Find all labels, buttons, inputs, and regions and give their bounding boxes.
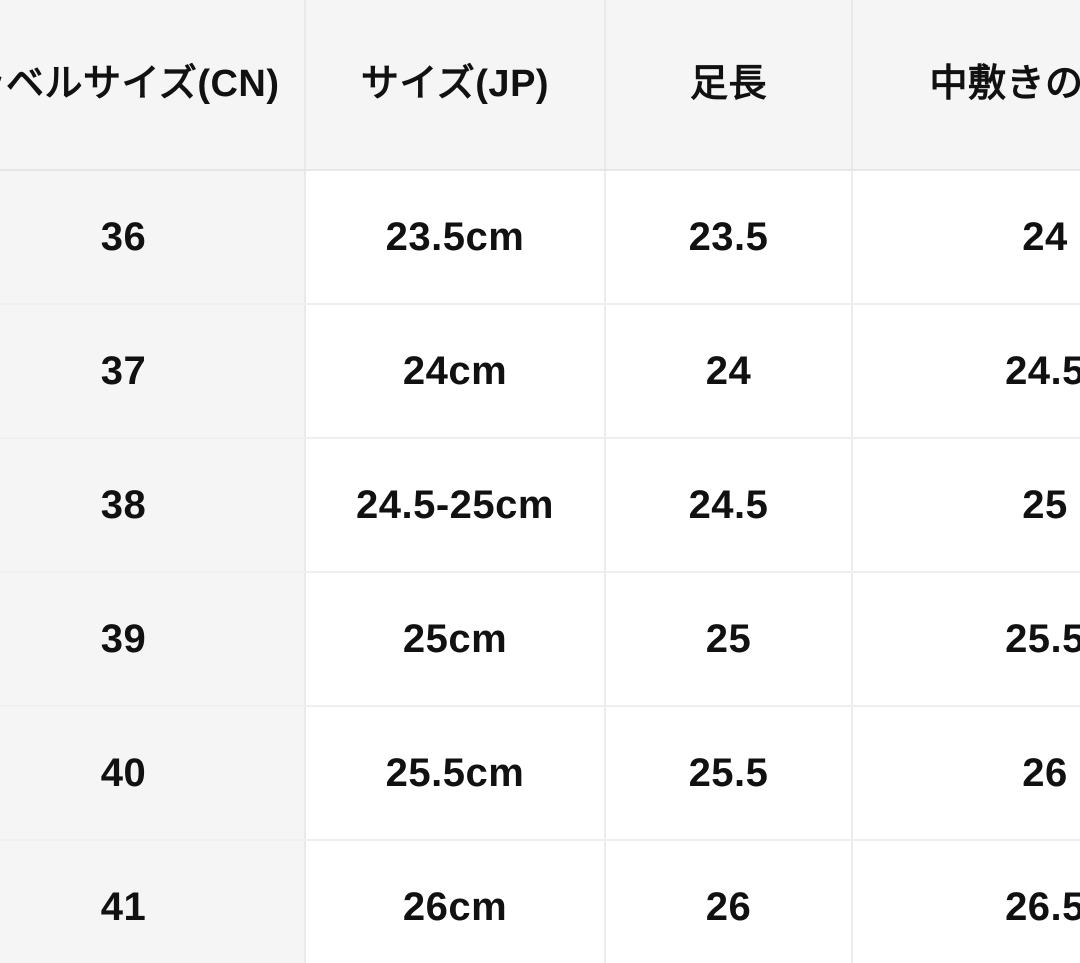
cell-label-size-cn: 40 xyxy=(0,706,306,841)
table-row: 41 26cm 26 26.5 xyxy=(0,840,1080,963)
cell-foot-length: 25 xyxy=(605,572,853,707)
cell-label-size-cn: 36 xyxy=(0,170,306,305)
table-header: ラベルサイズ(CN) サイズ(JP) 足長 中敷きの長さ xyxy=(0,0,1080,171)
cell-size-jp: 25.5cm xyxy=(305,706,606,841)
cell-insole-length: 24 xyxy=(852,170,1080,305)
cell-size-jp: 24.5-25cm xyxy=(305,438,606,573)
cell-size-jp: 24cm xyxy=(305,304,606,439)
cell-insole-length: 25.5 xyxy=(852,572,1080,707)
table-row: 39 25cm 25 25.5 xyxy=(0,572,1080,707)
column-header-insole-length: 中敷きの長さ xyxy=(852,0,1080,171)
cell-label-size-cn: 38 xyxy=(0,438,306,573)
header-row: ラベルサイズ(CN) サイズ(JP) 足長 中敷きの長さ xyxy=(0,0,1080,171)
cell-foot-length: 24.5 xyxy=(605,438,853,573)
cell-insole-length: 25 xyxy=(852,438,1080,573)
column-header-size-jp: サイズ(JP) xyxy=(305,0,606,171)
cell-insole-length: 26 xyxy=(852,706,1080,841)
cell-size-jp: 26cm xyxy=(305,840,606,963)
cell-label-size-cn: 39 xyxy=(0,572,306,707)
cell-insole-length: 26.5 xyxy=(852,840,1080,963)
cell-foot-length: 24 xyxy=(605,304,853,439)
cell-foot-length: 23.5 xyxy=(605,170,853,305)
column-header-label-size-cn: ラベルサイズ(CN) xyxy=(0,0,306,171)
cell-size-jp: 23.5cm xyxy=(305,170,606,305)
table-row: 37 24cm 24 24.5 xyxy=(0,304,1080,439)
cell-size-jp: 25cm xyxy=(305,572,606,707)
cell-label-size-cn: 37 xyxy=(0,304,306,439)
table-row: 40 25.5cm 25.5 26 xyxy=(0,706,1080,841)
column-header-foot-length: 足長 xyxy=(605,0,853,171)
cell-foot-length: 26 xyxy=(605,840,853,963)
cell-insole-length: 24.5 xyxy=(852,304,1080,439)
cell-foot-length: 25.5 xyxy=(605,706,853,841)
table-body: 36 23.5cm 23.5 24 37 24cm 24 24.5 38 24.… xyxy=(0,170,1080,963)
cell-label-size-cn: 41 xyxy=(0,840,306,963)
table-row: 36 23.5cm 23.5 24 xyxy=(0,170,1080,305)
table-row: 38 24.5-25cm 24.5 25 xyxy=(0,438,1080,573)
